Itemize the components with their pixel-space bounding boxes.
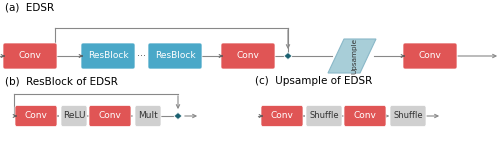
- Text: ReLU: ReLU: [63, 111, 85, 120]
- Text: Upsample: Upsample: [351, 38, 357, 74]
- Polygon shape: [284, 53, 292, 59]
- Text: Conv: Conv: [24, 111, 48, 120]
- FancyBboxPatch shape: [344, 105, 386, 126]
- Text: (c)  Upsample of EDSR: (c) Upsample of EDSR: [255, 76, 372, 86]
- Text: Conv: Conv: [98, 111, 122, 120]
- Text: Conv: Conv: [270, 111, 293, 120]
- Text: (b)  ResBlock of EDSR: (b) ResBlock of EDSR: [5, 76, 118, 86]
- Polygon shape: [328, 39, 376, 73]
- FancyBboxPatch shape: [261, 105, 303, 126]
- Text: Conv: Conv: [418, 51, 442, 61]
- Text: Shuffle: Shuffle: [393, 111, 423, 120]
- FancyBboxPatch shape: [221, 43, 275, 69]
- Text: Mult: Mult: [138, 111, 158, 120]
- FancyBboxPatch shape: [61, 105, 87, 126]
- Text: ResBlock: ResBlock: [88, 51, 128, 61]
- FancyBboxPatch shape: [135, 105, 161, 126]
- Text: ResBlock: ResBlock: [154, 51, 196, 61]
- FancyBboxPatch shape: [306, 105, 342, 126]
- FancyBboxPatch shape: [3, 43, 57, 69]
- FancyBboxPatch shape: [15, 105, 57, 126]
- Text: Conv: Conv: [18, 51, 42, 61]
- Text: ···: ···: [137, 51, 146, 61]
- Polygon shape: [174, 113, 182, 120]
- FancyBboxPatch shape: [403, 43, 457, 69]
- Text: Shuffle: Shuffle: [309, 111, 339, 120]
- Text: (a)  EDSR: (a) EDSR: [5, 2, 54, 12]
- Text: Conv: Conv: [236, 51, 260, 61]
- FancyBboxPatch shape: [89, 105, 131, 126]
- Text: Conv: Conv: [354, 111, 376, 120]
- FancyBboxPatch shape: [390, 105, 426, 126]
- FancyBboxPatch shape: [81, 43, 135, 69]
- FancyBboxPatch shape: [148, 43, 202, 69]
